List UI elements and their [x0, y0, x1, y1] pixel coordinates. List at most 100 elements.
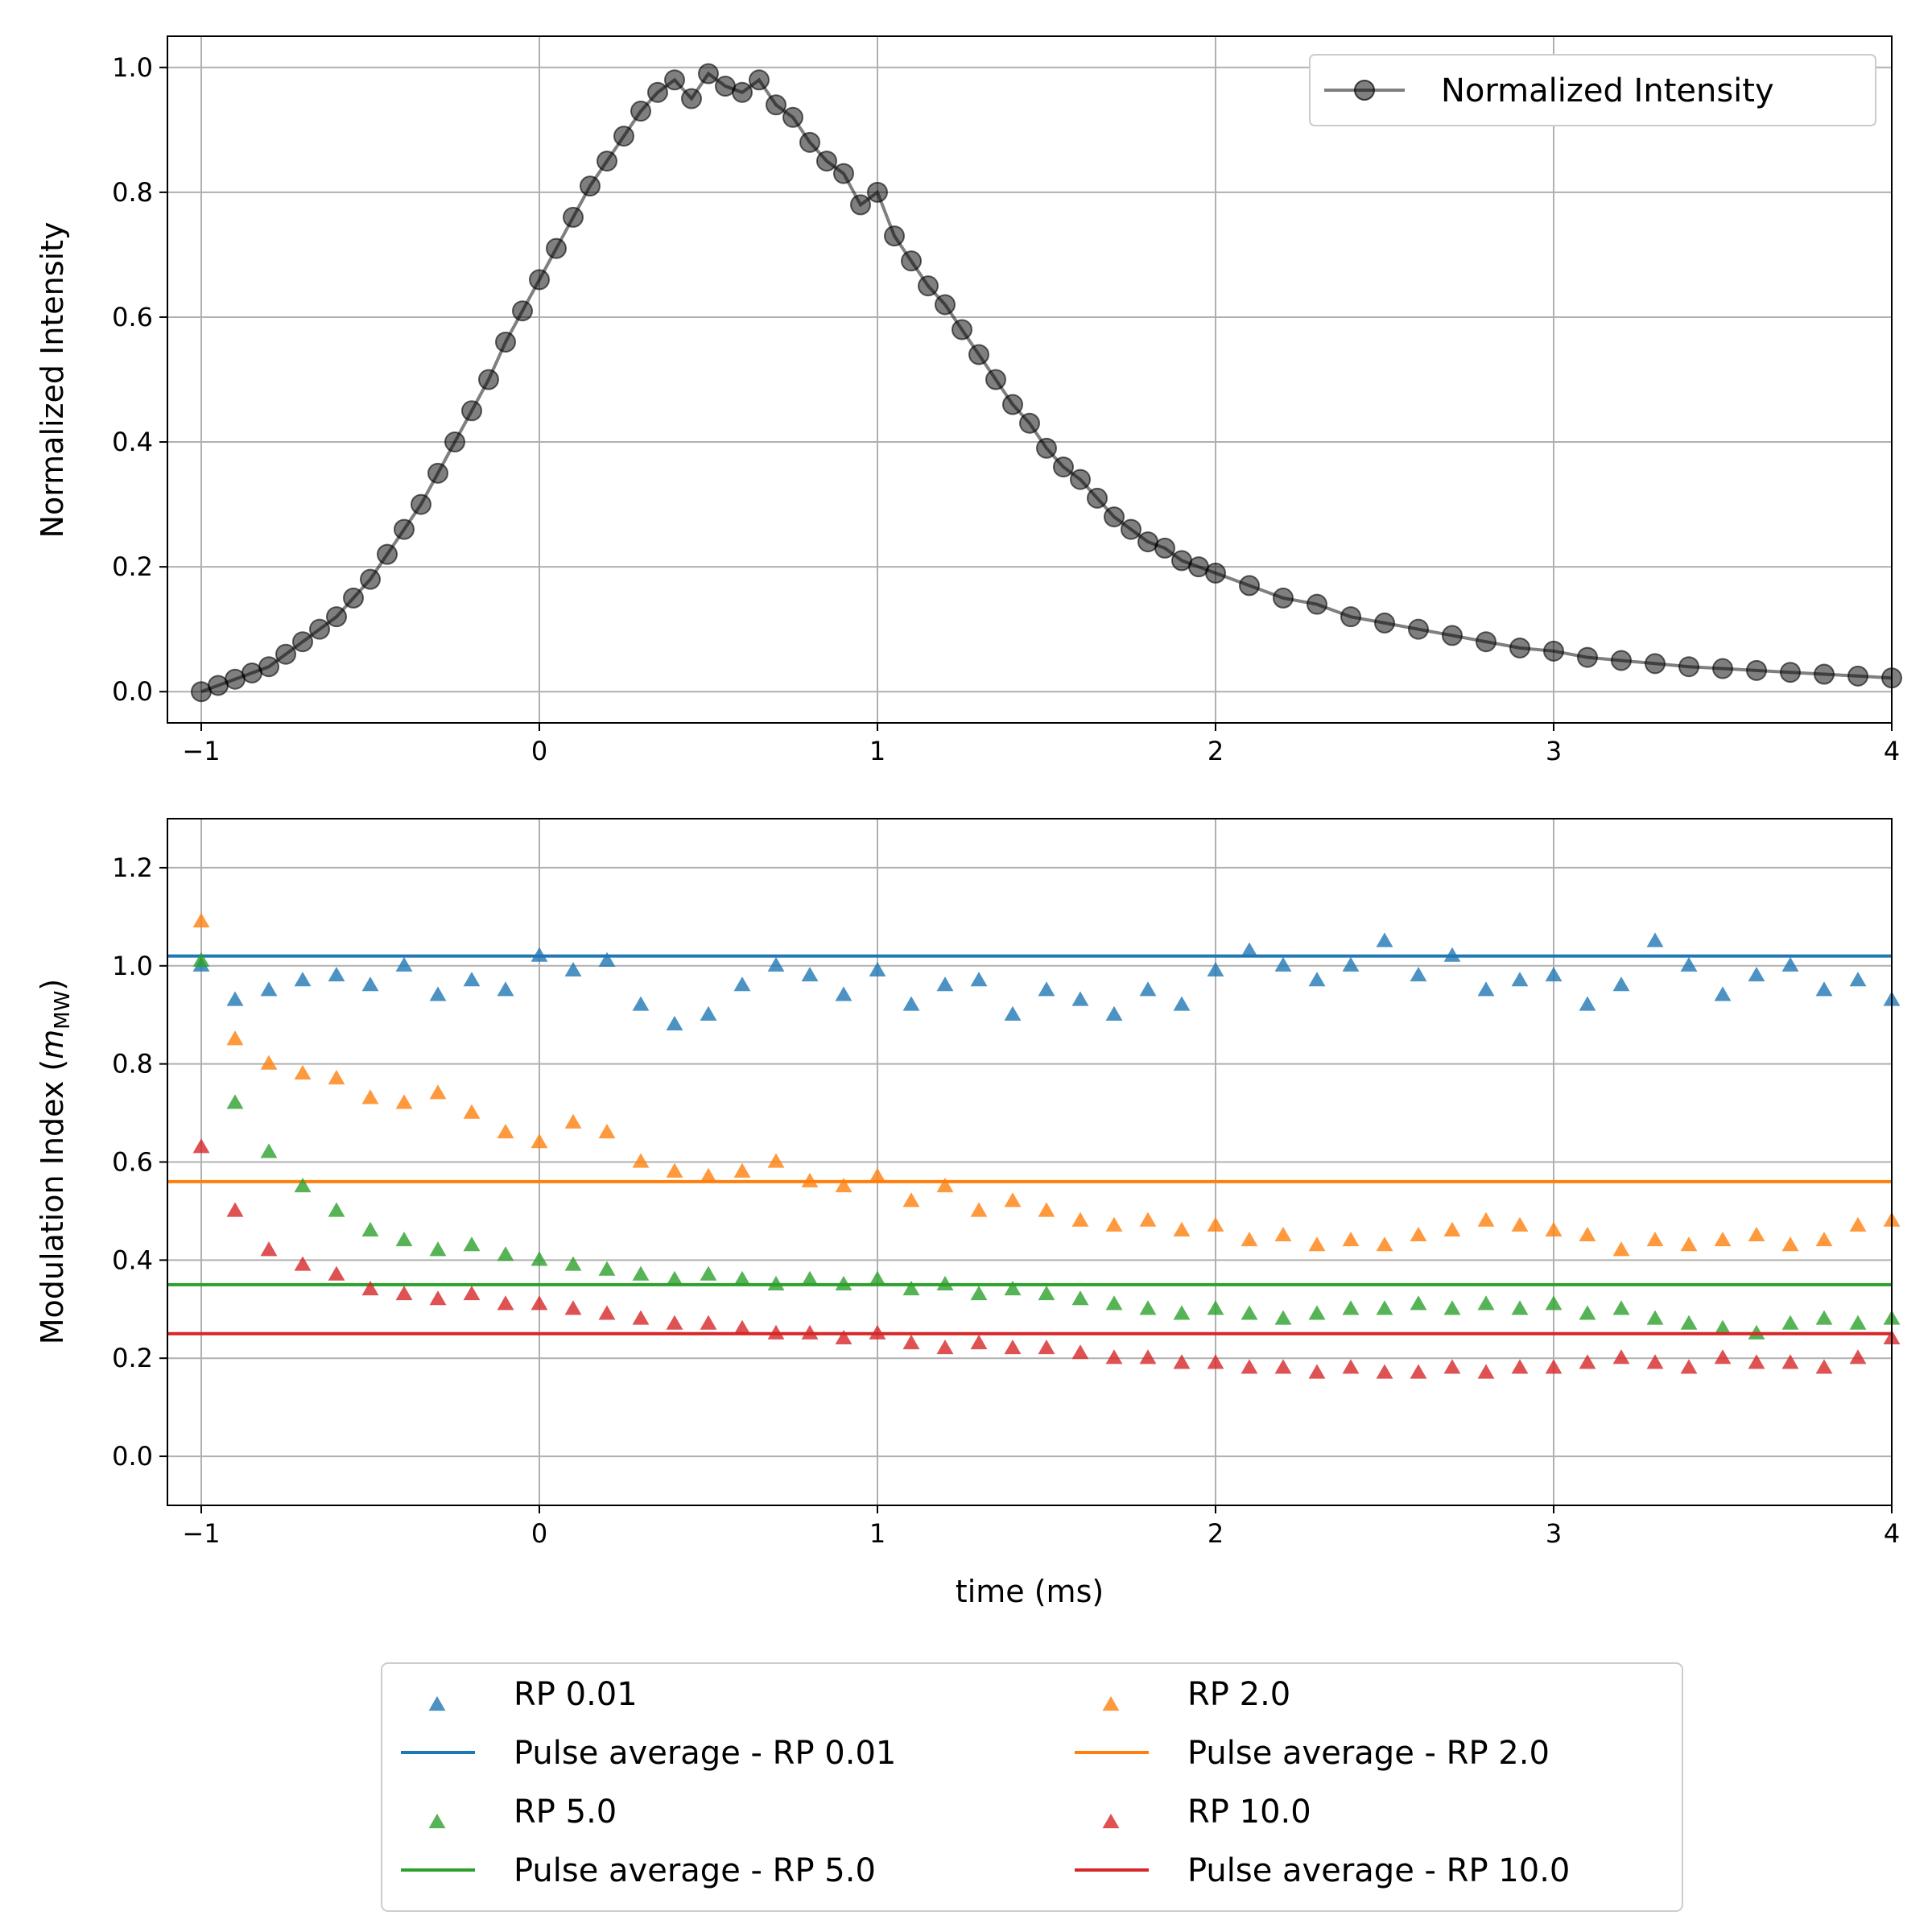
intensity-point [1121, 518, 1141, 540]
point-rp-2-0 [429, 1084, 447, 1100]
point-rp-10-0 [1207, 1354, 1224, 1369]
point-rp-10-0 [226, 1202, 244, 1217]
intensity-plot: −1 0 1 2 3 4 0.0 0.2 0.4 0.6 0.8 1.0 Normalized In… [35, 35, 1902, 766]
point-rp-10-0 [1139, 1349, 1157, 1364]
point-rp-2-0 [632, 1153, 650, 1168]
intensity-point [1002, 394, 1023, 415]
intensity-point [664, 69, 685, 91]
point-rp-0-01 [1714, 986, 1732, 1001]
point-rp-5-0 [192, 952, 210, 967]
point-rp-0-01 [260, 981, 278, 997]
point-rp-5-0 [1545, 1295, 1563, 1311]
modulation-plot-frame [167, 818, 1893, 1506]
intensity-point [1273, 587, 1294, 609]
intensity-point [1070, 469, 1091, 490]
modulation-y-tick-label: 0.4 [112, 1245, 153, 1275]
intensity-point [1645, 653, 1666, 675]
point-rp-0-01 [1308, 972, 1326, 987]
modulation-y-axis-label: Modulation Index (mMW) [35, 979, 75, 1344]
point-rp-2-0 [1748, 1226, 1765, 1242]
point-rp-10-0 [1308, 1364, 1326, 1379]
point-rp-5-0 [1376, 1300, 1393, 1315]
point-rp-5-0 [1443, 1300, 1461, 1315]
modulation-x-axis-label: time (ms) [956, 1574, 1104, 1609]
intensity-point [1374, 612, 1395, 634]
intensity-point [1104, 506, 1125, 528]
intensity-legend: Normalized Intensity [1309, 54, 1876, 126]
intensity-x-tick-label: 0 [531, 736, 547, 766]
point-rp-0-01 [361, 976, 379, 992]
modulation-grid [167, 819, 1893, 1505]
point-rp-2-0 [936, 1177, 954, 1193]
point-rp-5-0 [1241, 1305, 1258, 1320]
point-rp-0-01 [564, 961, 582, 977]
point-rp-0-01 [1342, 956, 1360, 972]
intensity-point [1053, 456, 1074, 478]
modulation-y-ticks: 0.0 0.2 0.4 0.6 0.8 1.0 1.2 [112, 852, 167, 1472]
point-rp-0-01 [1004, 1005, 1022, 1021]
intensity-point [275, 643, 296, 665]
modulation-x-tick-label: 2 [1208, 1518, 1224, 1549]
intensity-x-tick-label: −1 [182, 736, 220, 766]
intensity-point [630, 101, 651, 122]
intensity-point [766, 94, 786, 116]
point-rp-5-0 [1004, 1280, 1022, 1296]
point-rp-2-0 [733, 1162, 751, 1178]
point-rp-2-0 [1815, 1231, 1833, 1247]
point-rp-5-0 [294, 1177, 312, 1193]
point-rp-0-01 [869, 961, 886, 977]
point-rp-0-01 [1579, 996, 1596, 1011]
point-rp-0-01 [1680, 956, 1698, 972]
modulation-y-axis-label-var: m [35, 1030, 70, 1059]
point-rp-5-0 [1071, 1290, 1089, 1306]
intensity-point [985, 369, 1006, 390]
point-rp-10-0 [666, 1315, 683, 1330]
legend-average-label-rp-0-01: Pulse average - RP 0.01 [514, 1735, 896, 1772]
intensity-point [1543, 640, 1564, 662]
point-rp-10-0 [700, 1315, 717, 1330]
intensity-point [867, 181, 888, 203]
point-rp-0-01 [598, 952, 616, 967]
point-rp-5-0 [1477, 1295, 1495, 1311]
intensity-point [935, 294, 956, 316]
legend-average-label-rp-2-0: Pulse average - RP 2.0 [1187, 1735, 1550, 1772]
point-rp-10-0 [1443, 1359, 1461, 1374]
point-rp-2-0 [1139, 1212, 1157, 1227]
intensity-point [884, 225, 905, 247]
point-rp-2-0 [700, 1167, 717, 1183]
modulation-x-tick-label: −1 [182, 1518, 220, 1549]
intensity-y-tick-label: 0.2 [112, 551, 153, 582]
point-rp-0-01 [328, 966, 345, 982]
modulation-y-tick-label: 0.2 [112, 1343, 153, 1373]
modulation-legend-box [381, 1662, 1683, 1912]
point-rp-10-0 [598, 1305, 616, 1320]
intensity-point [1476, 631, 1496, 653]
intensity-point [597, 151, 617, 172]
legend-marker-rp-10-0 [1102, 1814, 1120, 1829]
point-rp-5-0 [1139, 1300, 1157, 1315]
point-rp-2-0 [1680, 1236, 1698, 1252]
intensity-point [901, 250, 922, 272]
intensity-y-axis-label: Normalized Intensity [35, 222, 70, 539]
point-rp-5-0 [1781, 1315, 1799, 1330]
intensity-point [478, 369, 499, 390]
point-rp-2-0 [530, 1133, 548, 1149]
intensity-point [1408, 618, 1429, 640]
point-rp-10-0 [869, 1324, 886, 1340]
intensity-point [427, 462, 448, 484]
point-rp-0-01 [1173, 996, 1191, 1011]
point-rp-5-0 [632, 1265, 650, 1281]
point-rp-2-0 [1376, 1236, 1393, 1252]
point-rp-0-01 [700, 1005, 717, 1021]
point-rp-5-0 [1342, 1300, 1360, 1315]
point-rp-0-01 [733, 976, 751, 992]
point-rp-0-01 [429, 986, 447, 1001]
intensity-point [1019, 412, 1040, 434]
intensity-point [681, 88, 702, 109]
point-rp-2-0 [1308, 1236, 1326, 1252]
point-rp-0-01 [395, 956, 413, 972]
point-rp-0-01 [1105, 1005, 1123, 1021]
intensity-point [1678, 656, 1699, 678]
intensity-point [461, 400, 482, 422]
